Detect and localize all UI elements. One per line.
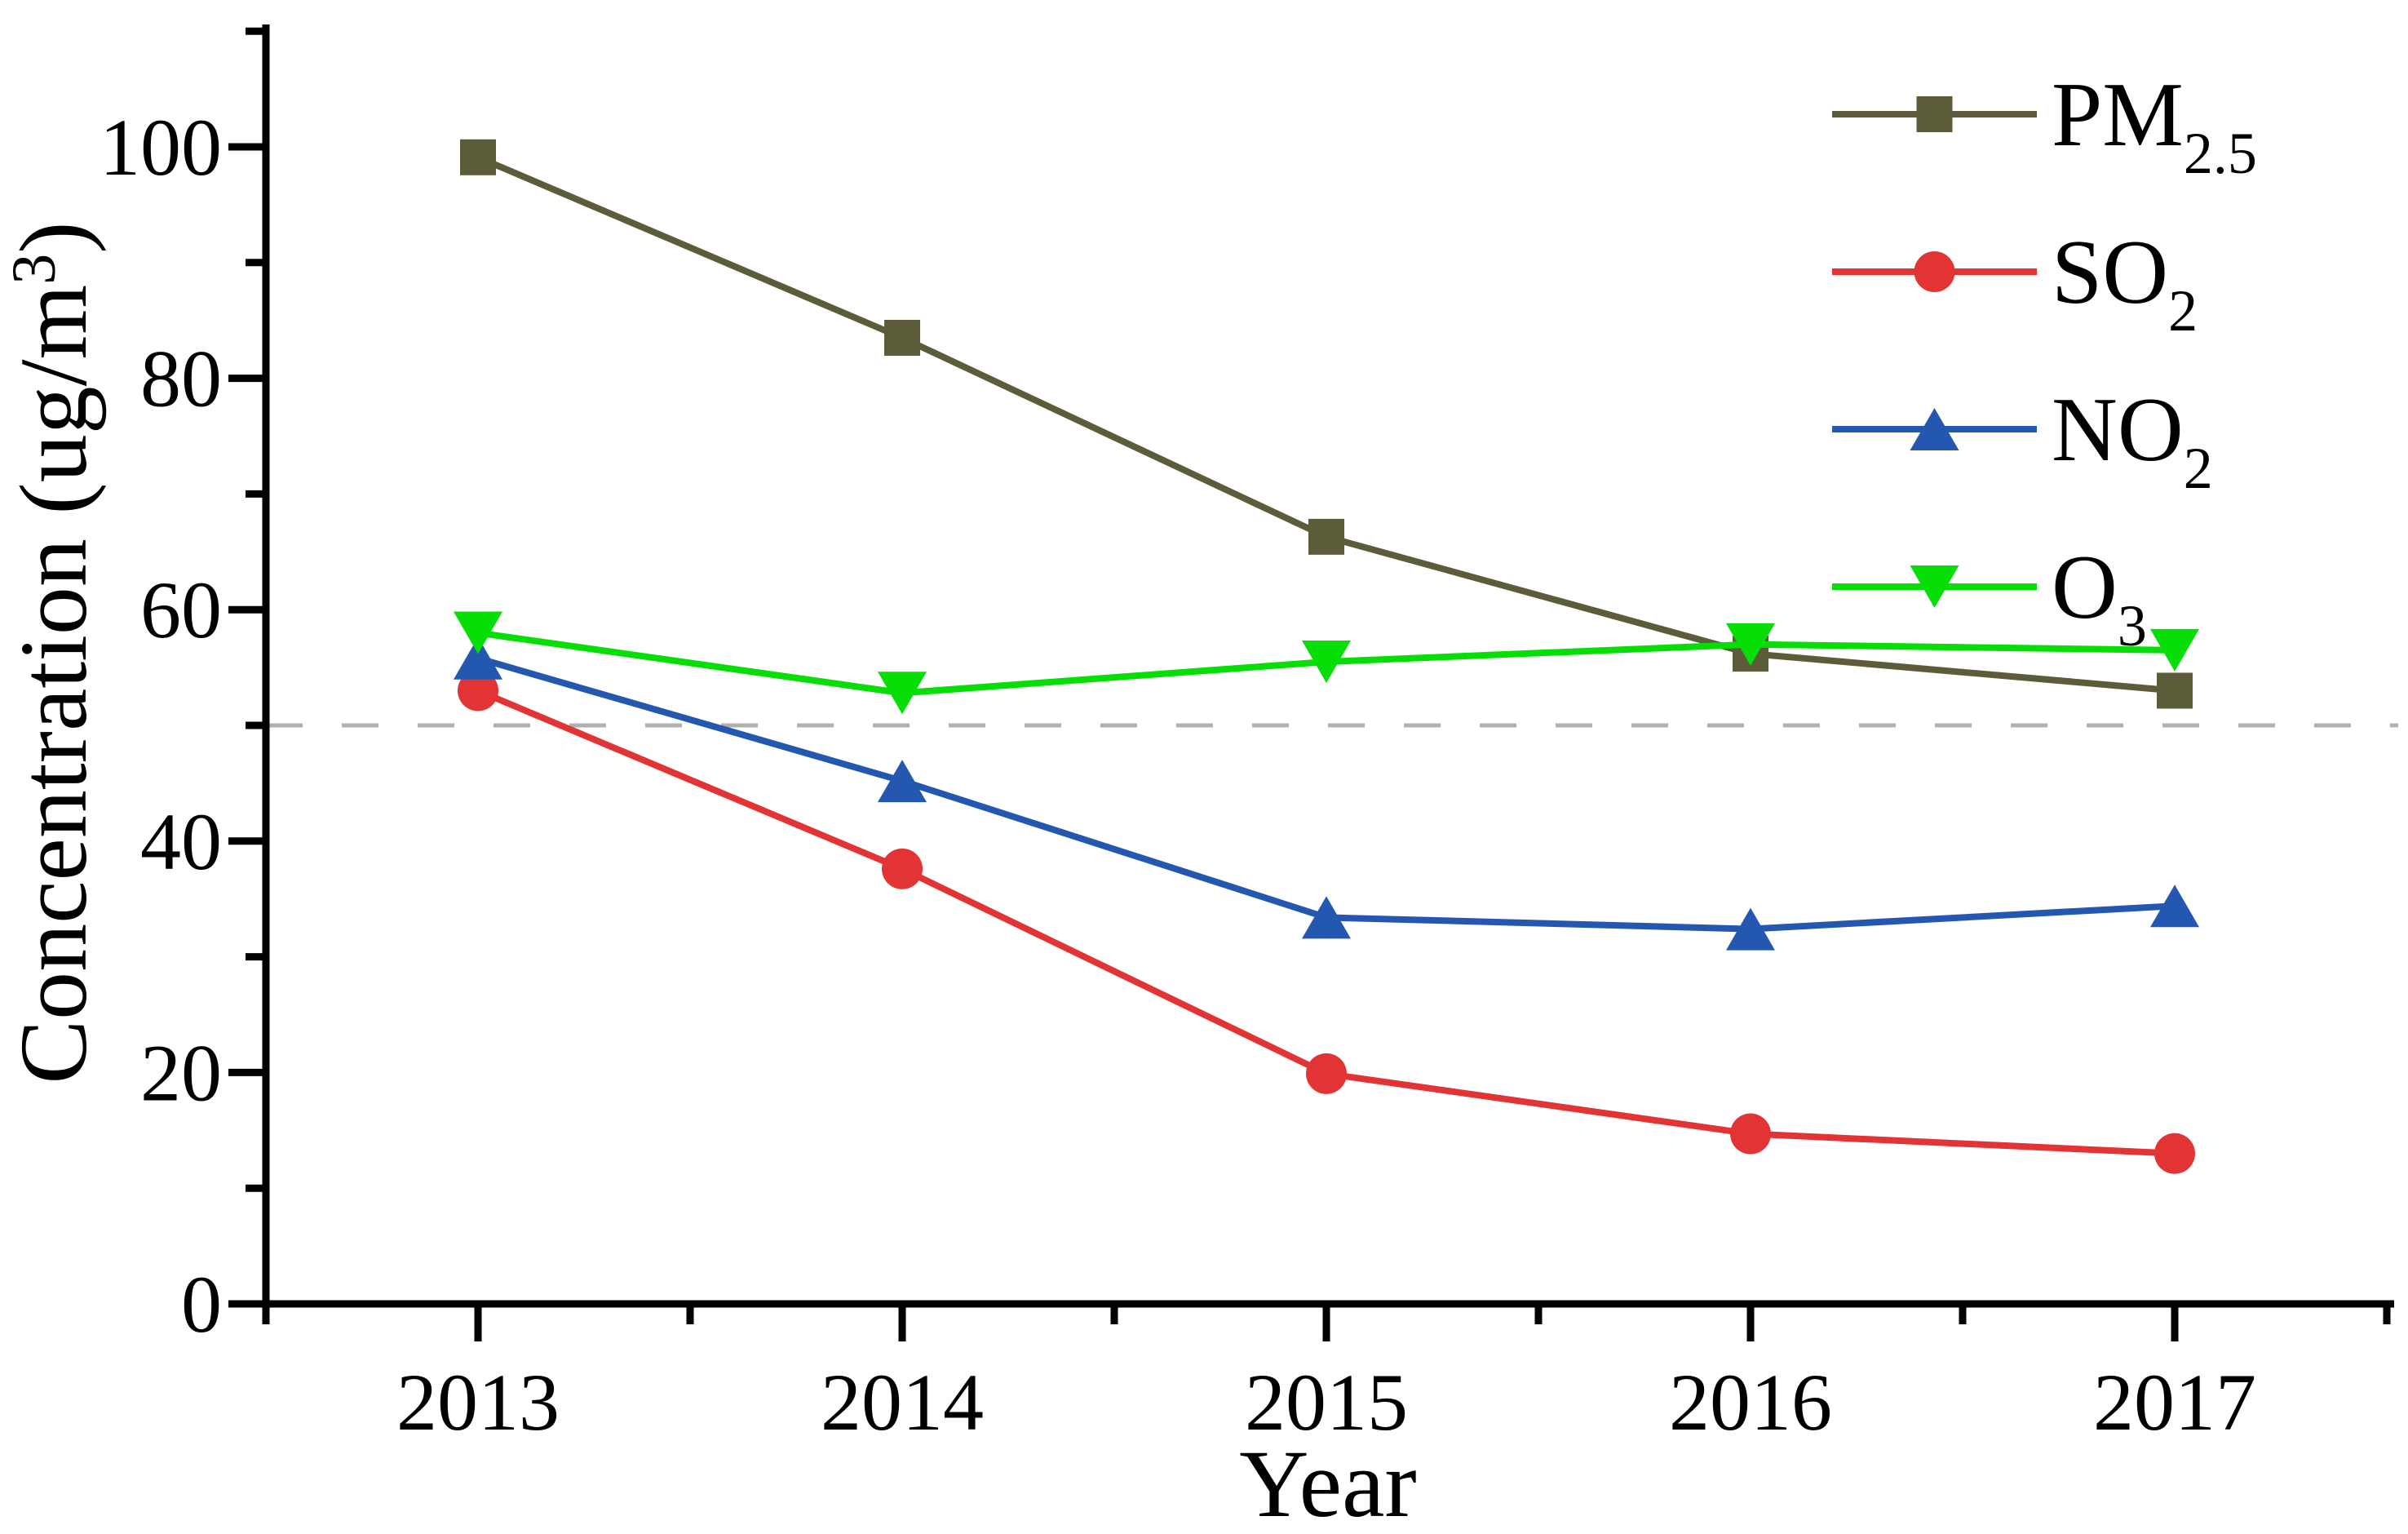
marker-PM2.5-2015 <box>1308 518 1344 555</box>
x-axis-title: Year <box>1239 1430 1416 1530</box>
marker-O3-2015 <box>1302 641 1351 684</box>
y-tick-label: 80 <box>140 334 222 424</box>
legend-item-PM2.5: PM2.5 <box>1832 64 2257 186</box>
marker-SO2-2016 <box>1730 1113 1771 1155</box>
legend-layer: PM2.5 SO2 NO2 O3 <box>1832 64 2257 658</box>
marker-NO2-2017 <box>2150 884 2199 928</box>
y-axis-title: Concentration (ug/m3) <box>0 221 107 1084</box>
legend-marker-SO2 <box>1914 251 1955 292</box>
marker-NO2-2013 <box>454 636 502 680</box>
y-tick-label: 20 <box>140 1027 222 1118</box>
series-line-NO2 <box>476 654 2176 933</box>
y-tick-label: 60 <box>140 565 222 655</box>
marker-NO2-2016 <box>1726 907 1775 951</box>
axes-layer: 0 20 40 60 80 100 2013 2014 2015 2016 2017 <box>100 24 2394 1448</box>
y-tick-label: 100 <box>100 102 222 193</box>
series-layer <box>454 139 2199 1174</box>
marker-SO2-2013 <box>458 670 498 712</box>
y-tick-label: 40 <box>140 796 222 887</box>
legend-label-NO2: NO2 <box>2052 379 2213 501</box>
legend-item-O3: O3 <box>1832 537 2147 658</box>
marker-O3-2014 <box>878 672 927 715</box>
marker-SO2-2014 <box>882 848 923 889</box>
series-line-PM2.5 <box>476 154 2176 694</box>
legend-item-NO2: NO2 <box>1832 379 2213 501</box>
legend-item-SO2: SO2 <box>1832 222 2198 344</box>
marker-O3-2016 <box>1726 623 1775 666</box>
marker-O3-2013 <box>454 611 502 654</box>
marker-PM2.5-2013 <box>460 139 496 175</box>
x-tick-label: 2013 <box>396 1357 560 1448</box>
marker-NO2-2014 <box>878 760 927 803</box>
marker-O3-2017 <box>2150 628 2199 672</box>
legend-label-PM2.5: PM2.5 <box>2052 64 2257 186</box>
marker-NO2-2015 <box>1302 896 1351 939</box>
marker-PM2.5-2017 <box>2157 672 2193 709</box>
marker-SO2-2015 <box>1306 1053 1347 1094</box>
y-tick-label: 0 <box>181 1259 222 1350</box>
x-tick-label: 2014 <box>821 1357 984 1448</box>
legend-label-O3: O3 <box>2052 537 2147 658</box>
legend-marker-NO2 <box>1910 408 1959 450</box>
x-tick-label: 2017 <box>2093 1357 2256 1448</box>
x-tick-label: 2016 <box>1669 1357 1832 1448</box>
marker-SO2-2017 <box>2154 1133 2195 1174</box>
legend-label-SO2: SO2 <box>2052 222 2198 344</box>
legend-marker-O3 <box>1910 565 1959 608</box>
legend-marker-PM2.5 <box>1916 96 1953 132</box>
marker-PM2.5-2014 <box>884 319 920 356</box>
x-tick-label: 2015 <box>1245 1357 1408 1448</box>
